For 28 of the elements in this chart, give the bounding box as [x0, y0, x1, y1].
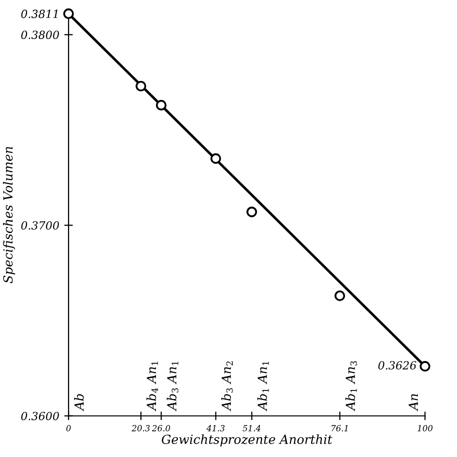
point	[334, 290, 346, 302]
point	[210, 153, 222, 164]
annotation: Ab$_{1}$ An$_{1}$	[257, 362, 269, 412]
point	[420, 361, 430, 372]
data-label: 0.3626	[378, 361, 416, 370]
point	[136, 80, 146, 92]
annotation: Ab$_{1}$ An$_{3}$	[345, 361, 357, 412]
x-tick-label: 51.4	[242, 425, 260, 432]
x-tick-label: 20.3	[132, 425, 150, 432]
y-tick-label: 0.3811	[21, 10, 58, 18]
y-axis-title: Specifisches Volumen	[2, 146, 16, 284]
y-tick-label: 0.3700	[21, 221, 59, 230]
annotation: Ab$_{3}$ An$_{1}$	[166, 362, 178, 412]
y-tick-label: 0.3600	[21, 412, 59, 420]
annotation: Ab$_{3}$ An$_{2}$	[221, 361, 233, 412]
point	[246, 206, 258, 218]
point	[156, 100, 167, 110]
y-tick-label: 0.3800	[21, 30, 59, 40]
annotation: An	[408, 394, 418, 412]
point	[63, 8, 74, 20]
x-tick-label: 100	[418, 425, 433, 432]
x-tick-label: 76.1	[332, 425, 348, 432]
annotation: Ab	[74, 394, 84, 412]
x-tick-label: 41.3	[206, 425, 225, 432]
x-tick-label: 26.0	[152, 425, 170, 432]
x-tick-label: 0	[66, 425, 71, 432]
annotation: Ab$_{4}$ An$_{1}$	[146, 362, 158, 412]
x-axis-title: Gewichtsprozente Anorthit	[162, 434, 332, 446]
